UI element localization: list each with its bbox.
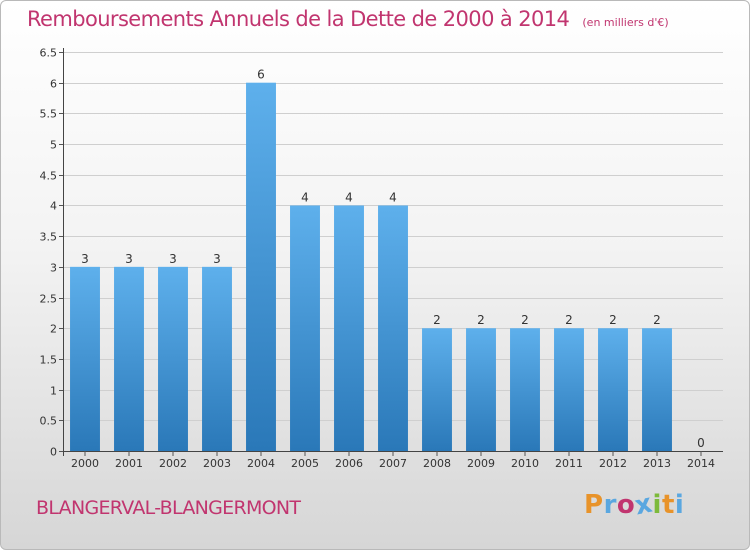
proxiti-logo[interactable]: Proxiti	[584, 489, 685, 522]
bar	[114, 266, 144, 451]
data-label: 2	[609, 313, 617, 327]
y-tick-label: 1	[50, 385, 57, 398]
data-label: 4	[301, 190, 309, 204]
logo-letter: i	[652, 490, 662, 520]
chart-title: Remboursements Annuels de la Dette de 20…	[27, 7, 570, 31]
y-tick-label: 5.5	[40, 108, 58, 121]
x-tick-label: 2013	[643, 457, 671, 470]
bar	[510, 328, 540, 451]
y-tick-label: 6.5	[40, 47, 58, 60]
y-tick-label: 6	[50, 78, 57, 91]
y-tick-label: 3.5	[40, 231, 58, 244]
x-tick-label: 2001	[115, 457, 143, 470]
data-label: 2	[565, 313, 573, 327]
x-tick-label: 2003	[203, 457, 231, 470]
x-tick-label: 2002	[159, 457, 187, 470]
data-label: 2	[433, 313, 441, 327]
bar	[290, 205, 320, 451]
bar	[334, 205, 364, 451]
bar	[598, 328, 628, 451]
logo-letter: r	[603, 490, 617, 520]
x-tick-label: 2000	[71, 457, 99, 470]
data-label: 3	[169, 252, 177, 266]
y-tick-label: 3	[50, 262, 57, 275]
y-tick-label: 0	[50, 446, 57, 459]
x-tick-label: 2012	[599, 457, 627, 470]
y-tick-label: 4.5	[40, 170, 58, 183]
x-tick-label: 2007	[379, 457, 407, 470]
x-tick-label: 2008	[423, 457, 451, 470]
y-tick-label: 5	[50, 139, 57, 152]
data-label: 2	[653, 313, 661, 327]
bar	[466, 328, 496, 451]
y-tick-label: 4	[50, 200, 57, 213]
bar	[158, 266, 188, 451]
data-label: 3	[125, 252, 133, 266]
bar	[642, 328, 672, 451]
x-tick-label: 2010	[511, 457, 539, 470]
x-tick-label: 2014	[687, 457, 715, 470]
bar	[202, 266, 232, 451]
data-label: 4	[389, 190, 397, 204]
data-label: 6	[257, 68, 265, 82]
y-tick-label: 2	[50, 323, 57, 336]
data-label: 2	[521, 313, 529, 327]
y-tick-label: 1.5	[40, 354, 58, 367]
bar	[70, 266, 100, 451]
x-tick-label: 2005	[291, 457, 319, 470]
x-tick-label: 2006	[335, 457, 363, 470]
logo-letter: i	[674, 490, 685, 520]
y-tick-label: 2.5	[40, 293, 58, 306]
bar	[554, 328, 584, 451]
commune-name: BLANGERVAL-BLANGERMONT	[36, 497, 301, 519]
data-label: 0	[697, 436, 705, 450]
logo-letter: P	[584, 490, 604, 520]
x-tick-label: 2011	[555, 457, 583, 470]
x-tick-label: 2004	[247, 457, 275, 470]
data-label: 3	[81, 252, 89, 266]
data-label: 3	[213, 252, 221, 266]
bar	[422, 328, 452, 451]
chart-unit: (en milliers d'€)	[582, 16, 669, 29]
chart-title-block: Remboursements Annuels de la Dette de 20…	[27, 7, 669, 31]
logo-letter: t	[661, 490, 675, 520]
y-tick-label: 0.5	[40, 415, 58, 428]
data-label: 4	[345, 190, 353, 204]
bar	[378, 205, 408, 451]
bar	[246, 82, 276, 451]
data-label: 2	[477, 313, 485, 327]
x-tick-label: 2009	[467, 457, 495, 470]
logo-letter: o	[616, 490, 636, 520]
